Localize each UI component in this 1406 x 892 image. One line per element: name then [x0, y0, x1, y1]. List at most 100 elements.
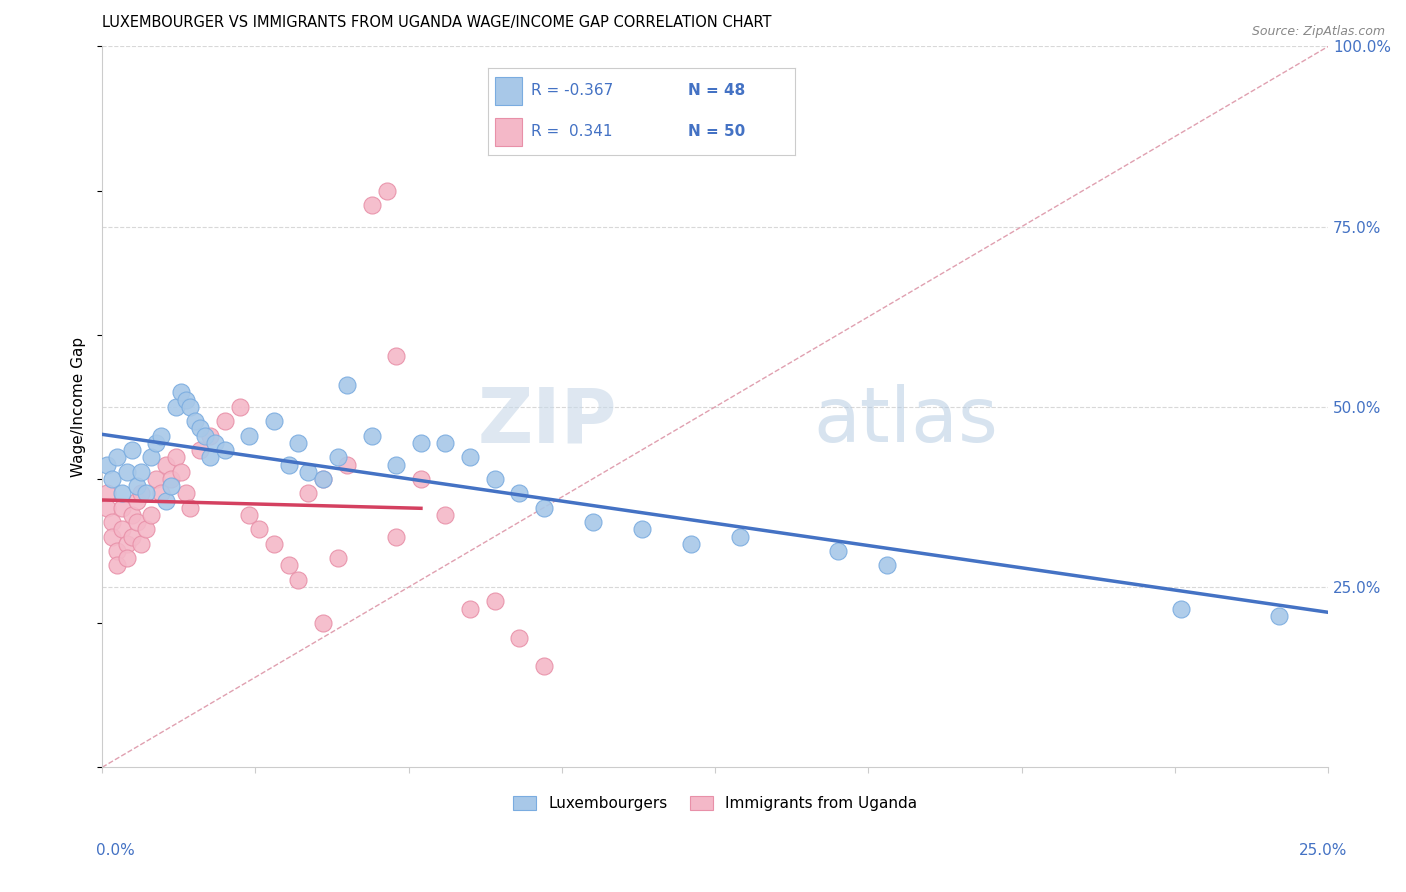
- Point: [204, 436, 226, 450]
- Point: [170, 385, 193, 400]
- Point: [198, 450, 221, 465]
- Point: [238, 508, 260, 522]
- Legend: Luxembourgers, Immigrants from Uganda: Luxembourgers, Immigrants from Uganda: [506, 790, 924, 817]
- Text: ZIP: ZIP: [478, 384, 617, 458]
- Point: [131, 537, 153, 551]
- Point: [326, 551, 349, 566]
- Point: [679, 537, 702, 551]
- Point: [121, 443, 143, 458]
- Point: [630, 522, 652, 536]
- Point: [141, 450, 163, 465]
- Point: [160, 479, 183, 493]
- Point: [1170, 601, 1192, 615]
- Point: [131, 465, 153, 479]
- Point: [484, 472, 506, 486]
- Y-axis label: Wage/Income Gap: Wage/Income Gap: [72, 337, 86, 477]
- Point: [214, 414, 236, 428]
- Point: [165, 400, 187, 414]
- Point: [508, 631, 530, 645]
- Point: [287, 436, 309, 450]
- Point: [101, 472, 124, 486]
- Point: [179, 500, 201, 515]
- Point: [297, 486, 319, 500]
- Point: [174, 392, 197, 407]
- Point: [434, 508, 457, 522]
- Point: [194, 428, 217, 442]
- Text: atlas: atlas: [813, 384, 998, 458]
- Point: [326, 450, 349, 465]
- Point: [533, 659, 555, 673]
- Point: [115, 551, 138, 566]
- Point: [179, 400, 201, 414]
- Point: [96, 500, 118, 515]
- Point: [155, 493, 177, 508]
- Point: [125, 515, 148, 529]
- Point: [728, 530, 751, 544]
- Point: [101, 530, 124, 544]
- Point: [125, 493, 148, 508]
- Point: [385, 458, 408, 472]
- Point: [214, 443, 236, 458]
- Point: [145, 436, 167, 450]
- Point: [111, 486, 134, 500]
- Point: [533, 500, 555, 515]
- Point: [409, 436, 432, 450]
- Point: [277, 558, 299, 573]
- Point: [458, 450, 481, 465]
- Point: [121, 508, 143, 522]
- Point: [297, 465, 319, 479]
- Point: [312, 472, 335, 486]
- Point: [876, 558, 898, 573]
- Point: [385, 350, 408, 364]
- Point: [135, 522, 157, 536]
- Point: [96, 458, 118, 472]
- Point: [458, 601, 481, 615]
- Point: [263, 414, 285, 428]
- Text: Source: ZipAtlas.com: Source: ZipAtlas.com: [1251, 25, 1385, 38]
- Point: [361, 198, 384, 212]
- Point: [170, 465, 193, 479]
- Point: [105, 544, 128, 558]
- Point: [115, 537, 138, 551]
- Point: [409, 472, 432, 486]
- Point: [96, 486, 118, 500]
- Point: [101, 515, 124, 529]
- Point: [111, 500, 134, 515]
- Text: 0.0%: 0.0%: [96, 843, 135, 857]
- Point: [827, 544, 849, 558]
- Point: [150, 486, 173, 500]
- Point: [508, 486, 530, 500]
- Point: [312, 616, 335, 631]
- Point: [188, 421, 211, 435]
- Point: [238, 428, 260, 442]
- Point: [312, 472, 335, 486]
- Point: [287, 573, 309, 587]
- Point: [336, 458, 359, 472]
- Point: [111, 522, 134, 536]
- Point: [105, 450, 128, 465]
- Point: [375, 184, 398, 198]
- Point: [165, 450, 187, 465]
- Point: [131, 486, 153, 500]
- Point: [115, 465, 138, 479]
- Point: [247, 522, 270, 536]
- Point: [1268, 608, 1291, 623]
- Point: [160, 472, 183, 486]
- Point: [263, 537, 285, 551]
- Point: [174, 486, 197, 500]
- Point: [434, 436, 457, 450]
- Point: [484, 594, 506, 608]
- Text: 25.0%: 25.0%: [1299, 843, 1347, 857]
- Point: [155, 458, 177, 472]
- Point: [121, 530, 143, 544]
- Point: [198, 428, 221, 442]
- Point: [125, 479, 148, 493]
- Point: [361, 428, 384, 442]
- Point: [581, 515, 603, 529]
- Point: [385, 530, 408, 544]
- Point: [336, 378, 359, 392]
- Point: [141, 508, 163, 522]
- Point: [135, 486, 157, 500]
- Point: [150, 428, 173, 442]
- Point: [228, 400, 250, 414]
